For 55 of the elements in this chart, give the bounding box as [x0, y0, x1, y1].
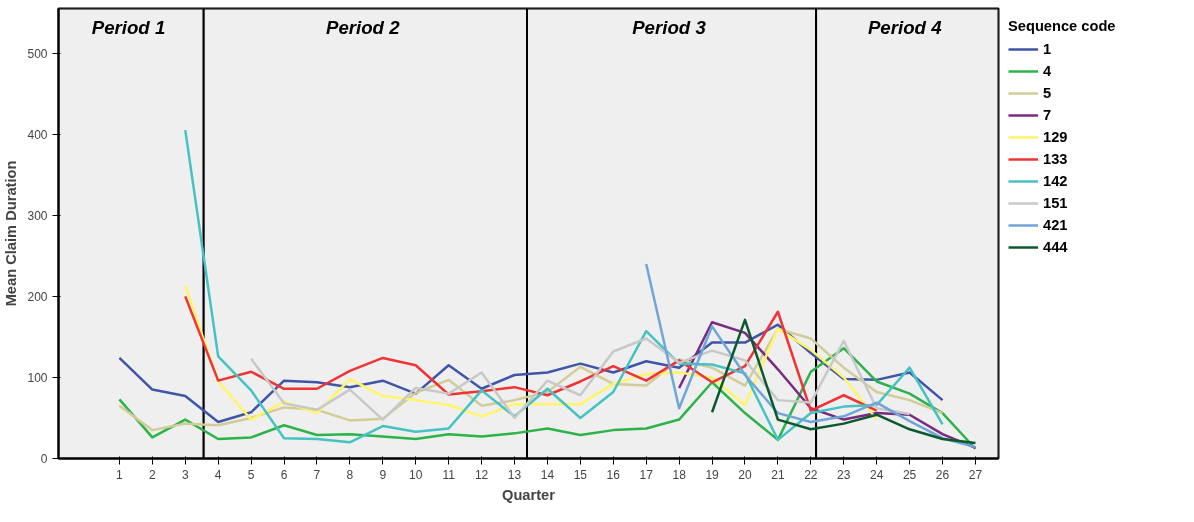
x-tick-label: 21 — [771, 467, 785, 482]
band-label: Period 2 — [325, 16, 401, 38]
x-tick-label: 13 — [507, 467, 522, 482]
line-series — [118, 346, 977, 451]
y-tick-label: 300 — [27, 208, 48, 223]
x-tick-label: 1 — [116, 467, 124, 482]
legend-title: Sequence code — [1008, 18, 1116, 34]
legend-label: 5 — [1043, 85, 1053, 101]
x-tick-label: 8 — [346, 467, 354, 482]
x-tick-label: 25 — [902, 467, 917, 482]
x-tick-label: 18 — [672, 467, 687, 482]
legend-label: 4 — [1043, 63, 1053, 79]
band-label: Period 1 — [91, 16, 166, 38]
y-tick-label: 500 — [27, 46, 48, 61]
band-label: Period 4 — [867, 16, 943, 38]
legend-label: 129 — [1043, 129, 1068, 145]
y-tick-label: 400 — [27, 127, 48, 142]
x-tick-label: 19 — [705, 467, 720, 482]
x-tick-label: 10 — [409, 467, 423, 482]
band-label: Period 3 — [632, 16, 707, 38]
x-axis-title: Quarter — [502, 486, 556, 503]
y-axis-title: Mean Claim Duration — [3, 160, 20, 307]
legend-label: 142 — [1043, 173, 1068, 189]
x-tick-label: 23 — [837, 467, 851, 482]
legend-label: 421 — [1043, 217, 1068, 233]
legend-label: 444 — [1043, 239, 1068, 255]
line-series — [710, 318, 977, 445]
x-tick-label: 5 — [247, 467, 255, 482]
x-tick-label: 26 — [935, 467, 950, 482]
legend-label: 1 — [1043, 41, 1053, 57]
y-tick-label: 100 — [27, 370, 48, 385]
x-tick-label: 6 — [280, 467, 288, 482]
x-tick-label: 2 — [149, 467, 156, 482]
x-tick-label: 17 — [639, 467, 654, 482]
x-tick-label: 15 — [573, 467, 588, 482]
legend-label: 7 — [1043, 107, 1053, 123]
line-series — [249, 337, 911, 421]
y-tick-label: 0 — [40, 452, 48, 466]
y-tick-label: 200 — [27, 289, 48, 304]
legend-label: 133 — [1043, 151, 1068, 167]
x-tick-label: 4 — [214, 467, 222, 482]
x-tick-label: 14 — [540, 467, 555, 482]
x-tick-label: 3 — [181, 467, 189, 482]
x-tick-label: 16 — [606, 467, 621, 482]
x-tick-label: 27 — [968, 467, 983, 482]
x-tick-label: 20 — [738, 467, 752, 482]
x-tick-label: 22 — [804, 467, 818, 482]
x-tick-label: 12 — [474, 467, 489, 482]
x-tick-label: 11 — [442, 467, 456, 482]
x-tick-label: 7 — [313, 467, 321, 482]
legend-label: 151 — [1043, 195, 1068, 211]
line-series — [184, 128, 944, 444]
line-series — [644, 262, 977, 449]
x-tick-label: 24 — [870, 467, 884, 482]
x-tick-label: 9 — [379, 467, 387, 482]
